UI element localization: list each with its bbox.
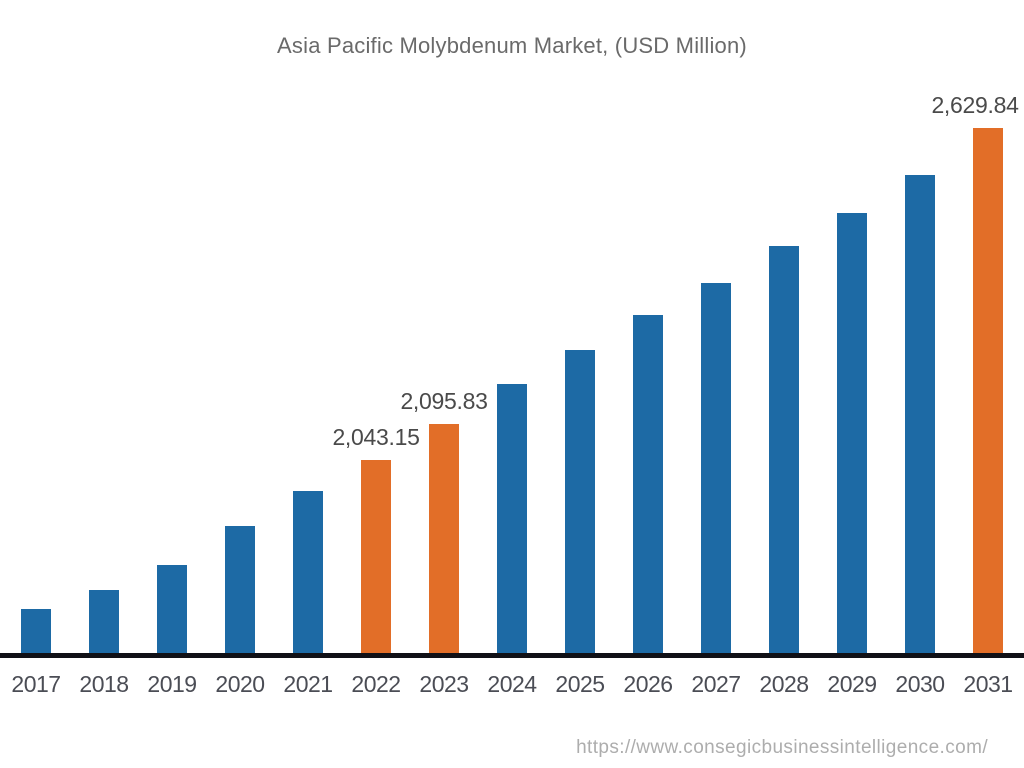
x-tick-label-2019: 2019 bbox=[147, 671, 197, 697]
x-tick-label-2020: 2020 bbox=[215, 671, 265, 697]
bar-column-2019 bbox=[138, 565, 206, 653]
x-tick-label-2022: 2022 bbox=[351, 671, 401, 697]
bar-2029 bbox=[837, 213, 867, 653]
bar-2019 bbox=[157, 565, 187, 653]
x-tick-label-2031: 2031 bbox=[963, 671, 1013, 697]
x-tick-label-2024: 2024 bbox=[487, 671, 537, 697]
bar-column-2029 bbox=[818, 213, 886, 653]
bar-column-2028 bbox=[750, 246, 818, 653]
bar-column-2031: 2,629.84 bbox=[931, 92, 1022, 653]
bar-2018 bbox=[89, 590, 119, 653]
bar-2031 bbox=[973, 128, 1003, 653]
x-tick-label-2023: 2023 bbox=[419, 671, 469, 697]
x-tick-label-2025: 2025 bbox=[555, 671, 605, 697]
bar-2022 bbox=[361, 460, 391, 653]
x-tick-label-2030: 2030 bbox=[895, 671, 945, 697]
bar-column-2021 bbox=[274, 491, 342, 653]
x-tick-label-2021: 2021 bbox=[283, 671, 333, 697]
bar-2027 bbox=[701, 283, 731, 653]
bar-2023 bbox=[429, 424, 459, 653]
x-tick-label-2017: 2017 bbox=[11, 671, 61, 697]
x-tick-label-2028: 2028 bbox=[759, 671, 809, 697]
bar-column-2027 bbox=[682, 283, 750, 653]
bar-value-label-2031: 2,629.84 bbox=[931, 92, 1019, 118]
bar-column-2023: 2,095.83 bbox=[400, 388, 488, 653]
x-axis-labels: 2017 2018 2019 2020 2021 2022 2023 2024 2025 2026… bbox=[0, 658, 1024, 697]
x-tick-label-2026: 2026 bbox=[623, 671, 673, 697]
bar-column-2024 bbox=[478, 384, 546, 653]
bar-2025 bbox=[565, 350, 595, 653]
bar-column-2030 bbox=[886, 175, 954, 653]
bar-2024 bbox=[497, 384, 527, 653]
bar-column-2018 bbox=[70, 590, 138, 653]
bar-column-2017 bbox=[2, 609, 70, 653]
bar-value-label-2023: 2,095.83 bbox=[400, 388, 488, 414]
bar-column-2020 bbox=[206, 526, 274, 653]
x-tick-label-2029: 2029 bbox=[827, 671, 877, 697]
bar-column-2025 bbox=[546, 350, 614, 653]
bar-value-label-2022: 2,043.15 bbox=[332, 424, 420, 450]
bar-column-2022: 2,043.15 bbox=[332, 424, 420, 653]
x-tick-label-2027: 2027 bbox=[691, 671, 741, 697]
bar-2026 bbox=[633, 315, 663, 653]
bar-2017 bbox=[21, 609, 51, 653]
x-tick-label-2018: 2018 bbox=[79, 671, 129, 697]
chart-title: Asia Pacific Molybdenum Market, (USD Mil… bbox=[277, 33, 747, 58]
bar-2028 bbox=[769, 246, 799, 653]
source-url: https://www.consegicbusinessintelligence… bbox=[576, 737, 988, 758]
bar-2030 bbox=[905, 175, 935, 653]
bars-container: 2,043.15 2,095.83 2,629.84 bbox=[0, 58, 1024, 653]
bar-column-2026 bbox=[614, 315, 682, 653]
x-axis-line bbox=[0, 653, 1024, 658]
bar-2020 bbox=[225, 526, 255, 653]
bar-2021 bbox=[293, 491, 323, 653]
